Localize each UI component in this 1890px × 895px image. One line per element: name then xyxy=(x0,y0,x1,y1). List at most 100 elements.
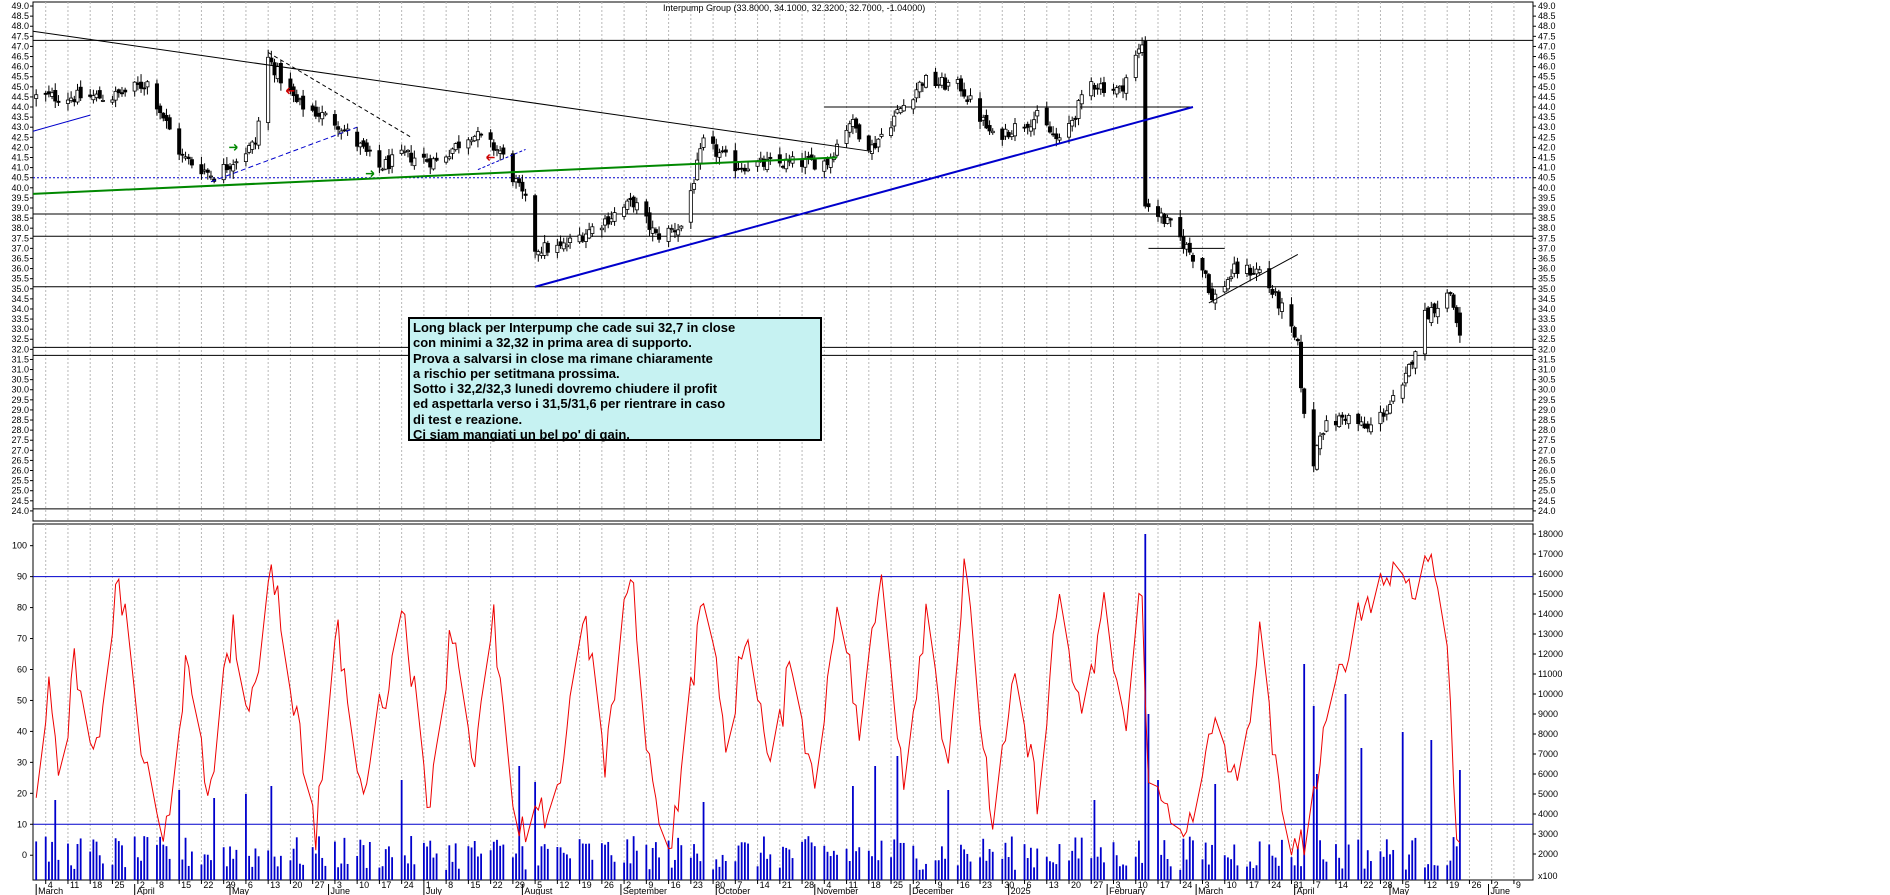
candle-body xyxy=(583,233,588,242)
volume-bar xyxy=(222,847,225,880)
candle-body xyxy=(250,141,255,150)
volume-bar xyxy=(1366,850,1369,880)
y-tick-label-right: 31.5 xyxy=(1538,354,1556,364)
volume-bar xyxy=(1204,842,1207,880)
candle-body xyxy=(850,119,855,127)
volume-bar xyxy=(1347,844,1350,880)
candle-body xyxy=(1254,268,1259,275)
y-tick-label-right: 27.0 xyxy=(1538,445,1556,455)
volume-bar xyxy=(133,836,136,880)
candle-body xyxy=(183,156,188,159)
x-day-label: 25 xyxy=(114,880,124,890)
candle-body xyxy=(1435,307,1440,318)
volume-bar xyxy=(915,858,918,880)
candle-body xyxy=(1140,44,1145,53)
volume-bar xyxy=(740,842,743,880)
candle-body xyxy=(1092,84,1097,90)
x-day-label: 7 xyxy=(1316,880,1321,890)
x-day-label: 1 xyxy=(426,880,431,890)
x-month-label: September xyxy=(623,886,667,895)
candle-body xyxy=(266,56,271,123)
volume-bar xyxy=(925,863,927,880)
volume-bar xyxy=(111,864,114,880)
volume-bar xyxy=(782,846,784,880)
candle-body xyxy=(1067,123,1072,138)
volume-bar xyxy=(67,843,69,880)
volume-bar xyxy=(1068,860,1070,880)
volume-bar xyxy=(337,867,339,880)
candle-body xyxy=(1054,133,1059,140)
candle-body xyxy=(72,99,77,103)
candle-body xyxy=(587,229,592,239)
volume-bar xyxy=(743,842,746,880)
volume-bar xyxy=(1014,869,1016,880)
candle-body xyxy=(644,201,649,217)
volume-bar xyxy=(362,845,365,880)
trend-line xyxy=(534,106,1194,288)
volume-bar xyxy=(1230,859,1232,880)
volume-tick-label-right: 4000 xyxy=(1538,809,1558,819)
volume-bar xyxy=(543,844,546,880)
volume-bar xyxy=(1227,857,1229,880)
candle-body xyxy=(1368,424,1373,433)
volume-bar xyxy=(1363,868,1366,880)
volume-bar xyxy=(1214,784,1217,880)
volume-bar xyxy=(569,858,571,880)
candle-body xyxy=(453,143,458,151)
y-tick-label-left: 29.0 xyxy=(11,405,29,415)
volume-bar xyxy=(1392,849,1395,880)
volume-bar xyxy=(537,865,540,880)
volume-bar xyxy=(1389,854,1391,880)
volume-bar xyxy=(763,836,765,880)
volume-bar xyxy=(721,854,724,880)
candle-body xyxy=(958,78,963,92)
candle-body xyxy=(1445,292,1450,309)
chart-title: Interpump Group (33.8000, 34.1000, 32.32… xyxy=(663,3,925,13)
volume-bar xyxy=(359,839,362,880)
volume-bar xyxy=(270,786,273,880)
volume-bar xyxy=(1315,774,1318,880)
signal-arrow-head xyxy=(233,143,238,151)
y-tick-label-right: 42.0 xyxy=(1538,142,1556,152)
candle-body xyxy=(933,71,938,87)
y-tick-label-left: 31.0 xyxy=(11,365,29,375)
volume-bar xyxy=(651,847,654,880)
candle-body xyxy=(672,230,677,233)
candle-body xyxy=(297,98,302,101)
x-month-label: July xyxy=(426,886,443,895)
note-line: di test e reazione. xyxy=(413,411,523,427)
x-day-label: 2 xyxy=(626,880,631,890)
volume-bar xyxy=(534,782,537,880)
volume-bar xyxy=(1357,839,1360,880)
volume-bar xyxy=(311,847,314,880)
y-tick-label-right: 47.5 xyxy=(1538,31,1556,41)
candle-body xyxy=(1028,126,1033,132)
candle-body xyxy=(275,66,280,80)
volume-bar xyxy=(588,843,591,880)
candle-body xyxy=(806,156,811,158)
y-tick-label-left: 41.5 xyxy=(11,152,29,162)
volume-bar xyxy=(1446,865,1449,880)
y-tick-label-left: 43.0 xyxy=(11,122,29,132)
y-tick-label-left: 46.5 xyxy=(11,52,29,62)
volume-bar xyxy=(893,839,896,880)
volume-tick-label-right: 16000 xyxy=(1538,569,1563,579)
y-tick-label-right: 48.5 xyxy=(1538,11,1556,21)
annotation-note: Long black per Interpump che cade sui 32… xyxy=(408,317,822,442)
y-tick-label-left: 47.0 xyxy=(11,41,29,51)
candle-body xyxy=(472,135,477,142)
volume-bar xyxy=(546,848,549,880)
candle-body xyxy=(1273,291,1278,293)
candle-body xyxy=(421,153,426,158)
candle-body xyxy=(1006,131,1011,138)
volume-bar xyxy=(1312,706,1315,880)
volume-bar xyxy=(1414,837,1417,880)
candle-body xyxy=(1391,395,1396,402)
volume-bar xyxy=(613,861,616,880)
candle-body xyxy=(1410,361,1415,365)
osc-tick-label-left: 30 xyxy=(17,757,27,767)
candle-body xyxy=(939,76,944,86)
x-day-label: 3 xyxy=(337,880,342,890)
x-day-label: 13 xyxy=(1049,880,1059,890)
y-tick-label-right: 46.0 xyxy=(1538,62,1556,72)
